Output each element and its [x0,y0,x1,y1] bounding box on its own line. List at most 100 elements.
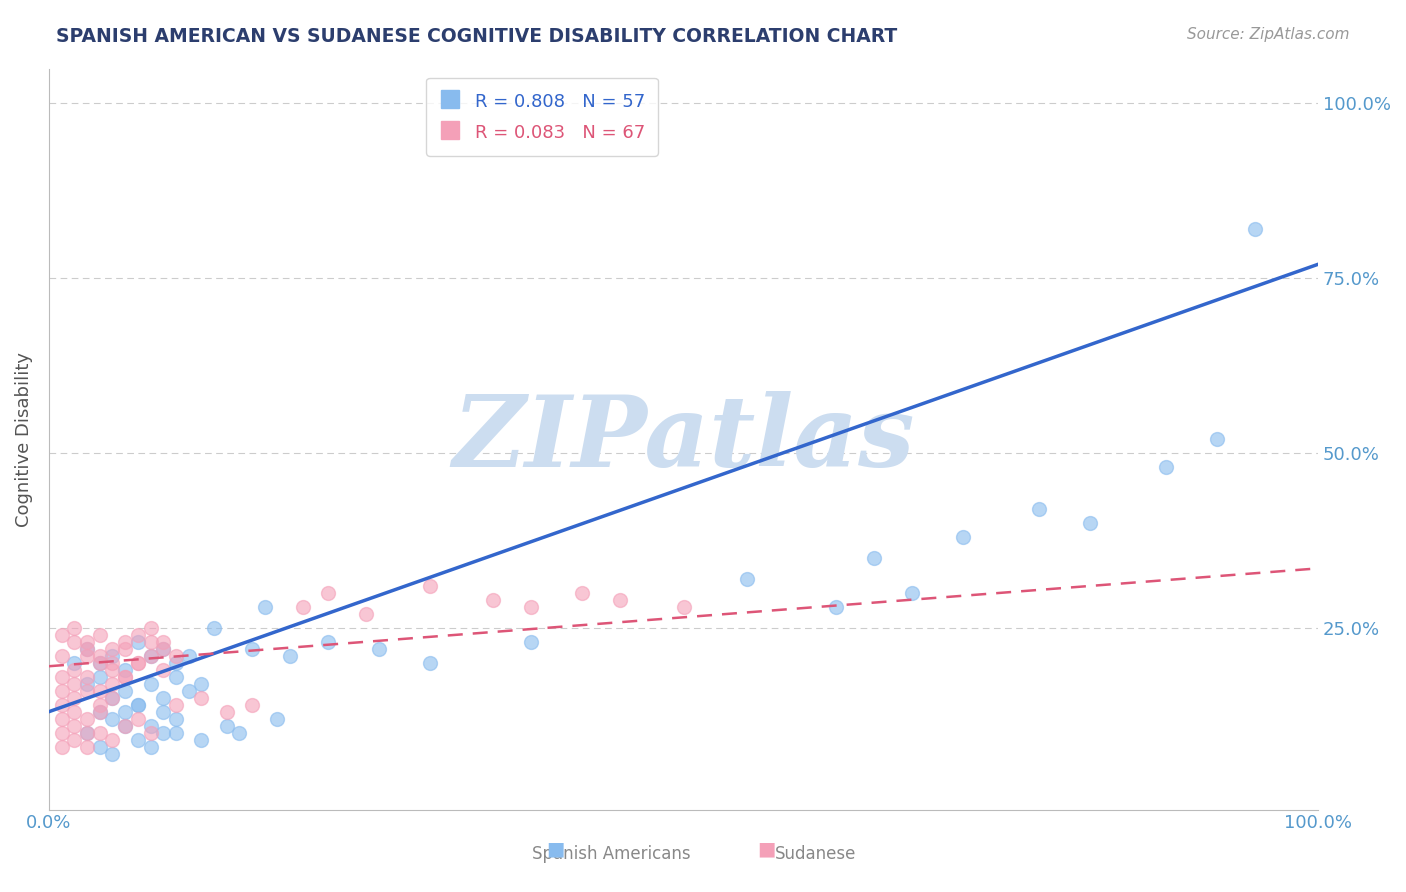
Point [89,656,111,670]
Point [89,656,111,670]
Point [101,690,124,705]
Point [76,712,98,726]
Point [114,683,136,698]
Point [571,586,593,600]
Point [215,719,238,733]
Point [89,670,111,684]
Point [152,725,174,739]
Point [278,648,301,663]
Point [127,712,149,726]
Point [139,719,162,733]
Point [1154,460,1177,475]
Point [51,670,73,684]
Point [672,599,695,614]
Point [89,705,111,719]
Point [127,634,149,648]
Point [114,670,136,684]
Point [51,698,73,712]
Point [215,705,238,719]
Point [76,670,98,684]
Point [356,607,378,621]
Point [89,698,111,712]
Point [76,641,98,656]
Point [240,698,263,712]
Point [139,725,162,739]
Point [419,579,441,593]
Point [139,621,162,635]
Point [76,683,98,698]
Point [152,641,174,656]
Point [127,698,149,712]
Point [63,621,86,635]
Point [952,530,974,544]
Point [101,648,124,663]
Point [101,676,124,690]
Point [76,725,98,739]
Text: ZIPatlas: ZIPatlas [453,391,915,487]
Point [89,628,111,642]
Point [419,656,441,670]
Point [520,634,543,648]
Point [101,663,124,677]
Text: ■: ■ [546,839,565,858]
Point [152,663,174,677]
Point [114,719,136,733]
Point [114,663,136,677]
Point [51,683,73,698]
Text: ■: ■ [756,839,776,858]
Point [228,725,250,739]
Point [89,648,111,663]
Point [76,739,98,754]
Point [101,656,124,670]
Point [266,712,288,726]
Point [63,656,86,670]
Point [139,676,162,690]
Point [63,663,86,677]
Point [76,648,98,663]
Point [63,732,86,747]
Point [165,698,187,712]
Point [63,676,86,690]
Y-axis label: Cognitive Disability: Cognitive Disability [15,351,32,526]
Point [101,641,124,656]
Point [127,698,149,712]
Point [89,725,111,739]
Point [190,732,212,747]
Point [316,634,339,648]
Point [165,648,187,663]
Point [253,599,276,614]
Point [114,705,136,719]
Point [165,725,187,739]
Point [152,634,174,648]
Point [76,676,98,690]
Point [139,634,162,648]
Point [101,690,124,705]
Legend: R = 0.808   N = 57, R = 0.083   N = 67: R = 0.808 N = 57, R = 0.083 N = 67 [426,78,658,156]
Point [291,599,314,614]
Point [1028,502,1050,516]
Point [101,747,124,761]
Text: Sudanese: Sudanese [775,846,856,863]
Point [824,599,846,614]
Point [165,712,187,726]
Point [482,592,505,607]
Point [1243,222,1265,236]
Point [63,705,86,719]
Point [127,656,149,670]
Text: Spanish Americans: Spanish Americans [533,846,690,863]
Point [51,725,73,739]
Point [1205,432,1227,446]
Point [76,725,98,739]
Point [76,634,98,648]
Point [609,592,631,607]
Point [152,690,174,705]
Point [177,648,200,663]
Point [51,648,73,663]
Point [139,648,162,663]
Text: Source: ZipAtlas.com: Source: ZipAtlas.com [1187,27,1350,42]
Point [139,648,162,663]
Point [127,732,149,747]
Point [165,670,187,684]
Point [101,732,124,747]
Point [63,634,86,648]
